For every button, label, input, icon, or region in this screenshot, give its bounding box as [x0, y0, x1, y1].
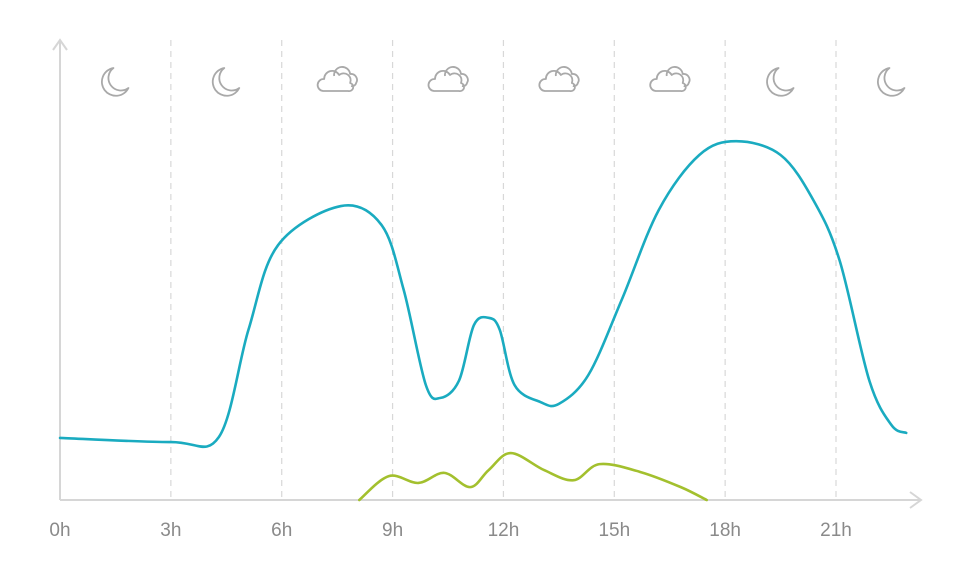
x-tick-label: 15h [598, 520, 630, 541]
cloud-icon [538, 66, 580, 92]
moon-icon [877, 67, 906, 97]
cloud-icon [649, 66, 691, 92]
x-tick-label: 9h [382, 520, 403, 541]
x-axis [60, 491, 923, 509]
y-axis [52, 38, 68, 500]
x-tick-label: 0h [49, 520, 70, 541]
x-tick-label: 6h [271, 520, 292, 541]
x-tick-label: 3h [160, 520, 181, 541]
cloud-icon [427, 66, 469, 92]
moon-icon [211, 67, 241, 97]
cloud-icon [316, 66, 358, 92]
moon-icon [101, 67, 130, 97]
moon-icon [766, 67, 795, 97]
x-tick-label: 12h [488, 520, 520, 541]
series-line [358, 451, 708, 502]
x-tick-label: 18h [709, 520, 741, 541]
x-tick-label: 21h [820, 520, 852, 541]
series-line [58, 139, 908, 449]
weather-icons [101, 66, 906, 97]
